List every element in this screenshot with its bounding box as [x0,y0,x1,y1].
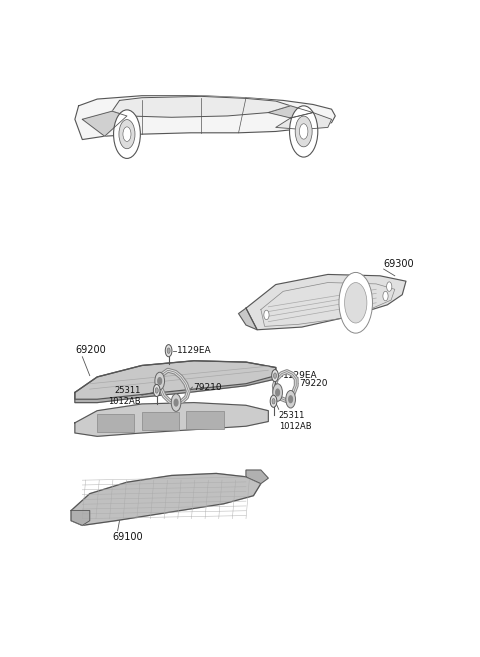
Circle shape [295,116,312,147]
Polygon shape [75,361,276,403]
Text: 69100: 69100 [112,532,143,542]
Circle shape [272,369,278,382]
Text: 69300: 69300 [384,259,414,269]
Circle shape [289,396,292,403]
Circle shape [273,384,282,401]
Circle shape [174,399,178,406]
Polygon shape [83,111,127,136]
Polygon shape [75,361,276,399]
Polygon shape [75,96,335,139]
Text: 79220: 79220 [299,379,327,388]
Bar [97,414,134,432]
Circle shape [154,384,160,397]
Circle shape [300,124,308,139]
Text: 25311
1012AB: 25311 1012AB [108,386,141,406]
Circle shape [158,378,162,384]
Polygon shape [75,403,268,436]
Circle shape [167,348,170,353]
Bar [142,412,179,430]
Text: 69200: 69200 [75,346,106,355]
Text: 1129EA: 1129EA [283,371,318,380]
Circle shape [286,390,296,408]
Circle shape [123,127,131,141]
Text: 1129EA: 1129EA [177,346,212,355]
Text: 25311
1012AB: 25311 1012AB [279,411,312,431]
Circle shape [272,399,275,404]
Circle shape [155,388,158,393]
Circle shape [165,345,172,357]
Circle shape [155,373,165,390]
Bar [186,411,224,429]
Circle shape [276,389,279,396]
Circle shape [345,283,367,323]
Polygon shape [246,470,268,484]
Circle shape [119,120,135,148]
Polygon shape [246,275,406,330]
Polygon shape [112,97,290,118]
Polygon shape [276,112,332,129]
Circle shape [264,310,269,320]
Circle shape [386,282,392,291]
Circle shape [274,373,276,378]
Circle shape [383,291,388,301]
Circle shape [270,396,277,407]
Polygon shape [71,474,261,526]
Circle shape [114,110,140,158]
Circle shape [171,394,181,411]
Polygon shape [239,308,257,330]
Polygon shape [71,510,90,526]
Polygon shape [268,106,313,118]
Text: 79210: 79210 [193,382,222,392]
Circle shape [339,273,372,333]
Circle shape [289,106,318,157]
